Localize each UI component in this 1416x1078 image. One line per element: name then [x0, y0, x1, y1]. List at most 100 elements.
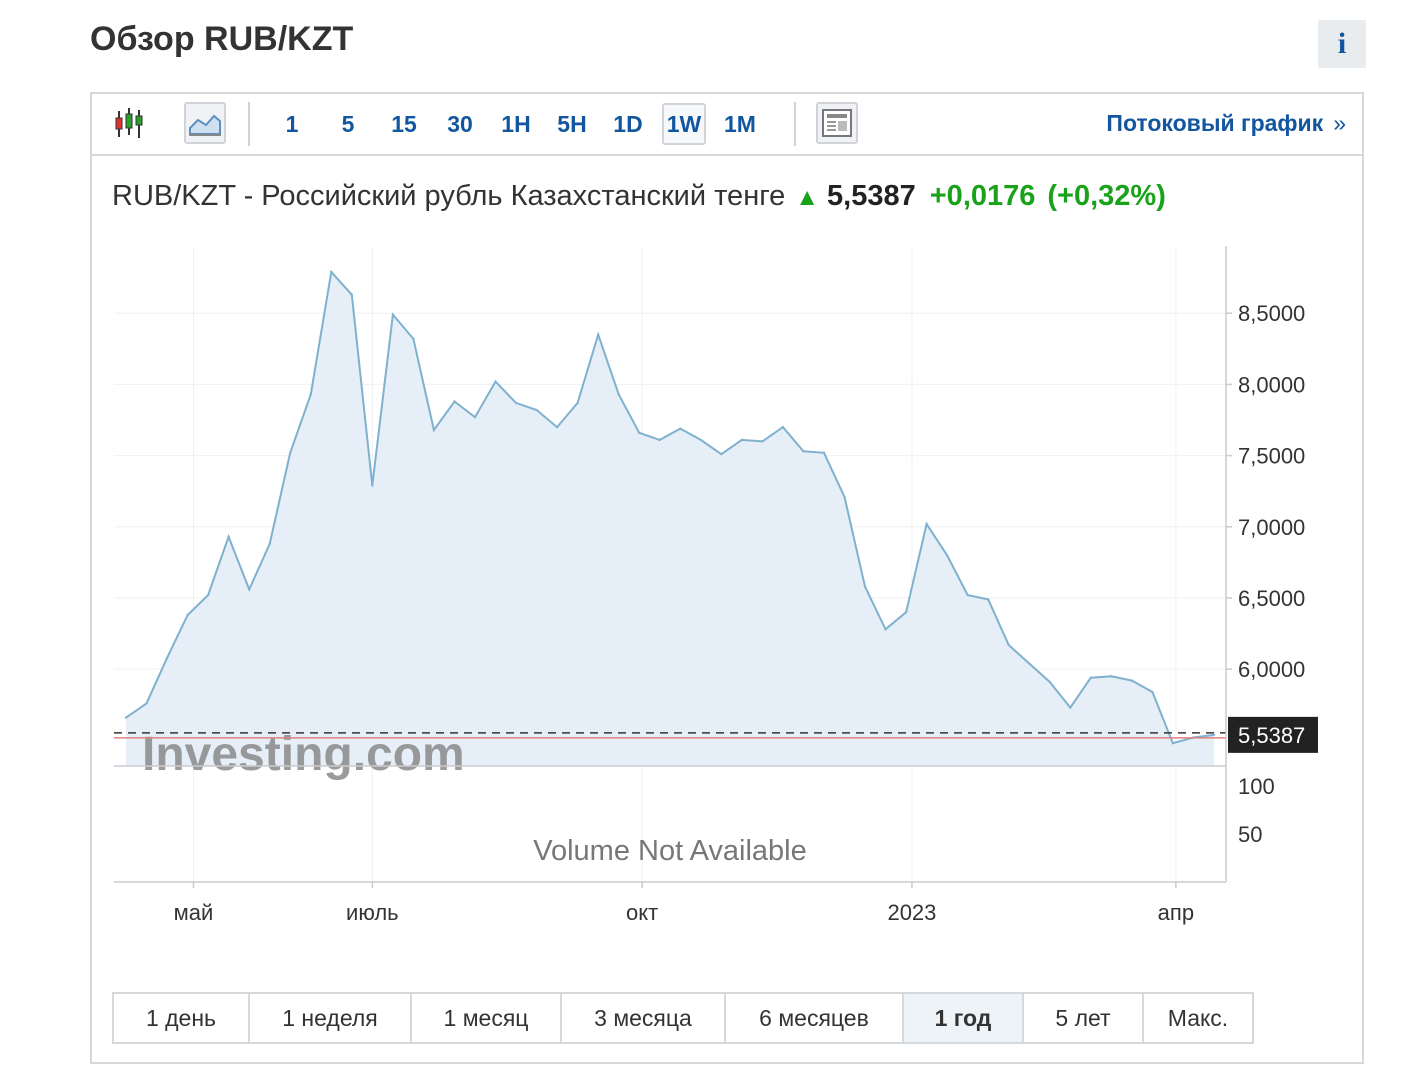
last-price: 5,5387: [827, 180, 916, 212]
data-point: [473, 415, 477, 419]
y-tick-label: 7,5000: [1238, 444, 1305, 469]
chart-toolbar: 1 5 15 30 1H 5H 1D 1W 1M Потоковый график»: [92, 94, 1362, 156]
range-button[interactable]: 1 год: [904, 994, 1024, 1042]
data-point: [986, 598, 990, 601]
data-point: [350, 293, 354, 296]
data-point: [432, 428, 436, 432]
watermark-logo: Investing.com: [142, 728, 465, 781]
data-point: [391, 313, 395, 316]
data-point: [1089, 676, 1093, 679]
volume-message: Volume Not Available: [533, 835, 807, 867]
timeframe-1w[interactable]: 1W: [662, 103, 706, 145]
data-point: [206, 593, 210, 597]
data-point: [843, 495, 846, 499]
data-point: [966, 593, 969, 597]
data-point: [1028, 662, 1031, 665]
range-button[interactable]: 1 неделя: [250, 994, 412, 1042]
timeframe-1m[interactable]: 1M: [724, 110, 756, 137]
timeframe-1d[interactable]: 1D: [613, 110, 643, 137]
page-title: Обзор RUB/KZT: [90, 20, 354, 58]
data-point: [1048, 680, 1051, 684]
data-point: [412, 337, 415, 341]
data-point: [617, 393, 620, 396]
data-point: [1171, 742, 1175, 745]
data-point: [165, 656, 169, 659]
y-tick-label: 6,5000: [1238, 586, 1305, 611]
volume-tick-label: 100: [1238, 774, 1275, 799]
data-point: [679, 427, 682, 430]
timeframe-1[interactable]: 1: [285, 110, 299, 137]
range-button[interactable]: 3 месяца: [562, 994, 726, 1042]
data-point: [555, 425, 559, 429]
news-icon[interactable]: [816, 102, 858, 144]
area-chart-icon[interactable]: [184, 102, 226, 144]
data-point: [371, 484, 374, 487]
timeframe-5[interactable]: 5: [341, 110, 355, 137]
y-tick-label: 7,0000: [1238, 515, 1305, 540]
data-point: [925, 522, 928, 526]
data-point: [1007, 643, 1010, 647]
data-point: [330, 270, 333, 274]
timeframe-5h[interactable]: 5H: [557, 110, 587, 137]
data-point: [638, 431, 641, 435]
range-button[interactable]: Макс.: [1167, 1004, 1229, 1031]
range-button[interactable]: 6 месяцев: [726, 994, 904, 1042]
data-point: [1151, 690, 1154, 694]
data-point: [514, 401, 518, 405]
data-point: [761, 440, 764, 443]
stream-chart-label: Потоковый график: [1106, 110, 1324, 136]
x-tick-label: май: [174, 900, 214, 925]
price-change: +0,0176: [929, 180, 1036, 212]
arrow-up-icon: ▲: [795, 184, 820, 211]
data-point: [247, 588, 251, 591]
x-tick-label: окт: [626, 900, 658, 925]
data-point: [720, 452, 723, 456]
data-point: [884, 628, 887, 631]
data-point: [186, 613, 189, 617]
range-button[interactable]: 1 день: [114, 994, 250, 1042]
y-tick-label: 8,0000: [1238, 372, 1305, 397]
data-point: [289, 451, 292, 454]
data-point: [699, 438, 702, 442]
info-icon[interactable]: i: [1318, 20, 1366, 68]
stream-chart-link[interactable]: Потоковый график »: [1106, 110, 1346, 137]
data-point: [596, 333, 600, 336]
y-tick-label: 6,0000: [1238, 657, 1305, 682]
data-point: [268, 542, 271, 546]
data-point: [658, 438, 661, 442]
data-point: [781, 425, 785, 429]
timeframe-1h[interactable]: 1H: [501, 110, 531, 137]
x-tick-label: 2023: [887, 900, 936, 925]
price-chart[interactable]: Investing.com 8,5000 8,0000 7,5000 7,0000 6,5…: [92, 94, 1362, 974]
quote-header: RUB/KZT - Российский рубль Казахстанский…: [112, 180, 1166, 213]
range-button[interactable]: 5 лет: [1024, 994, 1144, 1042]
area-fill: [126, 271, 1214, 766]
timeframe-30[interactable]: 30: [447, 110, 473, 137]
chart-panel: 1 5 15 30 1H 5H 1D 1W 1M Потоковый график» RUB/K…: [90, 92, 1364, 1064]
last-value-badge: [1228, 716, 1318, 753]
data-point: [863, 585, 867, 588]
x-tick-label: июль: [346, 900, 399, 925]
price-change-percent: (+0,32%): [1047, 180, 1166, 212]
data-point: [1212, 733, 1216, 737]
timeframe-15[interactable]: 15: [391, 110, 417, 137]
data-point: [740, 438, 744, 442]
last-value-label: 5,5387: [1238, 723, 1305, 748]
data-point: [1130, 679, 1134, 682]
data-point: [309, 393, 312, 396]
volume-tick-label: 50: [1238, 822, 1262, 847]
instrument-name: RUB/KZT - Российский рубль Казахстанский…: [112, 180, 786, 212]
x-tick-label: апр: [1158, 900, 1194, 925]
range-selector: 1 день 1 неделя 1 месяц 3 месяца 6 месяцев 1 …: [112, 992, 1254, 1044]
data-point: [576, 401, 579, 405]
price-line: [125, 269, 1215, 745]
data-point: [904, 611, 908, 614]
data-point: [822, 451, 826, 454]
data-point: [453, 400, 456, 403]
data-point: [1069, 706, 1072, 709]
data-point: [124, 716, 128, 719]
y-tick-label: 8,5000: [1238, 301, 1305, 326]
candlestick-icon[interactable]: [110, 102, 152, 144]
range-button[interactable]: 1 месяц: [412, 994, 562, 1042]
data-point: [1110, 675, 1113, 678]
